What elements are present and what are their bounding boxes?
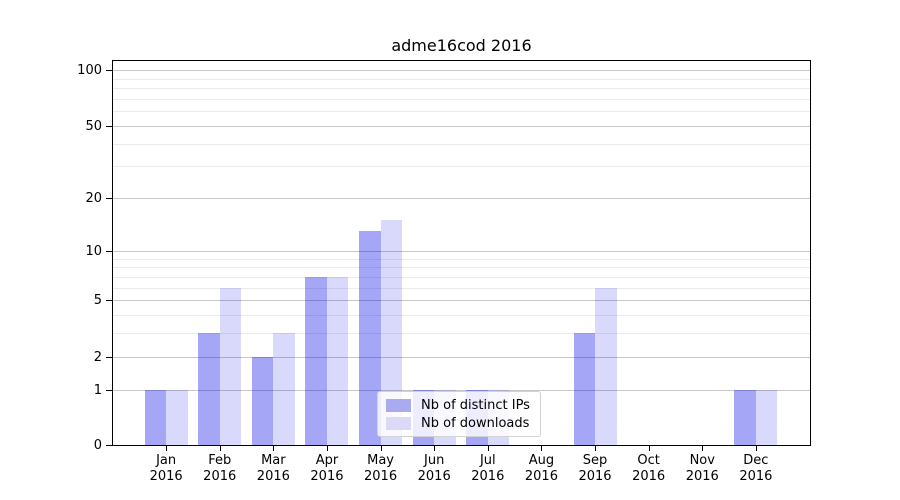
x-tick-label: Aug 2016 [524,453,558,484]
y-tick-label: 10 [85,243,102,259]
y-tick [106,70,112,72]
x-tick-label: Dec 2016 [739,453,773,484]
y-tick [106,125,112,127]
y-tick-label: 100 [77,63,102,79]
x-tick-label: Jul 2016 [471,453,505,484]
x-tick [487,446,489,451]
x-tick [702,446,704,451]
y-gridline-minor [113,143,810,145]
x-tick-label: Sep 2016 [578,453,612,484]
bar-downloads [273,333,295,445]
legend-item: Nb of distinct IPs [386,396,530,414]
bar-distinct-ips [305,276,327,445]
x-tick [166,446,168,451]
y-tick [106,250,112,252]
x-tick-label: May 2016 [364,453,398,484]
x-tick [595,446,597,451]
y-tick-label: 50 [85,118,102,134]
y-tick [106,389,112,391]
bar-downloads [380,220,403,445]
bar-distinct-ips [734,389,756,445]
y-gridline-minor [113,276,810,278]
bar-distinct-ips [144,389,167,445]
legend-swatch-distinct-ips [386,398,411,412]
y-gridline-major [113,389,810,391]
bar-distinct-ips [359,231,381,445]
x-tick [380,446,382,451]
y-gridline-minor [113,88,810,90]
bar-downloads [595,287,617,445]
plot-area [112,60,811,446]
x-tick [326,446,328,451]
x-tick [273,446,275,451]
bar-distinct-ips [251,356,274,445]
y-gridline-minor [113,78,810,80]
x-tick [648,446,650,451]
y-gridline-major [113,356,810,358]
y-tick [106,198,112,200]
legend-label: Nb of distinct IPs [421,397,530,413]
x-tick-label: Jan 2016 [149,453,183,484]
y-tick [106,445,112,446]
bar-downloads [755,389,778,445]
y-tick [106,300,112,302]
x-tick [434,446,436,451]
y-tick-label: 2 [93,349,102,365]
x-tick [541,446,543,451]
bar-downloads [166,389,188,445]
y-gridline-major [113,70,810,72]
y-gridline-major [113,198,810,200]
y-tick-label: 20 [85,191,102,207]
x-tick [755,446,757,451]
x-tick-label: Nov 2016 [685,453,719,484]
y-gridline-major [113,300,810,302]
x-tick-label: Mar 2016 [256,453,290,484]
y-gridline-minor [113,258,810,260]
y-gridline-minor [113,287,810,289]
y-tick [106,356,112,358]
y-tick-label: 5 [93,293,102,309]
y-tick-label: 0 [93,438,102,453]
chart-title: adme16cod 2016 [391,36,532,55]
bar-distinct-ips [573,333,596,445]
y-gridline-major [113,250,810,252]
x-tick-label: Apr 2016 [310,453,344,484]
y-gridline-minor [113,166,810,168]
x-tick [219,446,221,451]
legend: Nb of distinct IPs Nb of downloads [377,391,541,437]
y-gridline-minor [113,314,810,316]
bar-downloads [326,276,349,445]
y-gridline-minor [113,333,810,335]
x-tick-label: Oct 2016 [632,453,666,484]
legend-swatch-downloads [386,416,411,430]
y-gridline-major [113,125,810,127]
y-tick-label: 1 [93,382,102,398]
x-tick-label: Jun 2016 [417,453,451,484]
legend-item: Nb of downloads [386,414,530,432]
bar-distinct-ips [198,333,220,445]
y-gridline-minor [113,267,810,269]
x-tick-label: Feb 2016 [203,453,237,484]
y-gridline-minor [113,111,810,113]
bar-downloads [219,287,242,445]
legend-label: Nb of downloads [421,415,530,431]
y-gridline-minor [113,99,810,101]
